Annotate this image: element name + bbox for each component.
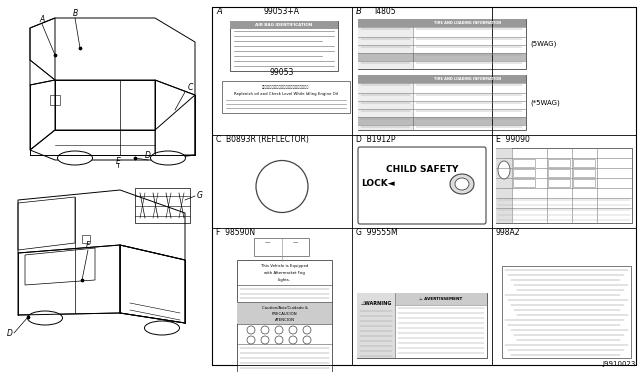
Ellipse shape [145,321,179,335]
Circle shape [303,326,311,334]
Bar [254,238,309,256]
Text: (5WAG): (5WAG) [530,41,556,47]
Bar [237,260,332,372]
Bar [230,21,338,71]
Bar [230,21,338,29]
Bar [222,81,350,113]
Text: Replenish oil and Check Level While Idling Engine Oil: Replenish oil and Check Level While Idli… [234,92,338,96]
Text: Caution/Avis/Cuidado &: Caution/Avis/Cuidado & [262,306,307,310]
Bar [358,27,413,69]
Circle shape [261,326,269,334]
Bar [358,19,526,27]
Bar [358,117,526,125]
Bar [513,159,535,167]
Bar [496,148,632,223]
Text: TIRE AND LOADING INFORMATION: TIRE AND LOADING INFORMATION [434,21,500,25]
Text: A: A [40,16,45,25]
Bar [358,19,526,69]
Text: F  98590N: F 98590N [216,228,255,237]
Text: I4805: I4805 [374,7,396,16]
Text: CHILD SAFETY: CHILD SAFETY [386,164,458,173]
Text: AIR BAG IDENTIFICATION: AIR BAG IDENTIFICATION [255,23,313,27]
FancyBboxPatch shape [358,147,486,224]
Bar [358,75,526,83]
Bar [548,169,570,177]
Ellipse shape [498,161,510,179]
Text: エンジンオイル補充及びオイルレベルゲージを確認のこと。: エンジンオイル補充及びオイルレベルゲージを確認のこと。 [262,85,310,89]
Text: G  99555M: G 99555M [356,228,397,237]
Text: ATENCION: ATENCION [275,318,294,322]
Text: D: D [145,151,151,160]
Circle shape [275,326,283,334]
Circle shape [289,326,297,334]
Bar [496,148,512,223]
Text: This Vehicle is Equipped: This Vehicle is Equipped [261,264,308,268]
Circle shape [275,336,283,344]
Text: TIRE AND LOADING INFORMATION: TIRE AND LOADING INFORMATION [434,77,500,81]
Text: C  B0893R (REFLECTOR): C B0893R (REFLECTOR) [216,135,309,144]
Text: (*5WAG): (*5WAG) [530,99,560,106]
Bar [573,159,595,167]
Bar [548,159,570,167]
Text: —: — [265,241,271,246]
Text: 99053+A: 99053+A [264,7,300,16]
Circle shape [247,336,255,344]
Text: PRECAUCION: PRECAUCION [272,312,298,316]
Bar [395,293,487,305]
Text: G: G [197,192,203,201]
Circle shape [261,336,269,344]
Text: ⚠ AVERTISSEMENT: ⚠ AVERTISSEMENT [419,297,463,301]
Bar [573,179,595,187]
Bar [237,302,332,324]
Text: Lights.: Lights. [278,278,291,282]
Bar [358,83,413,130]
Bar [358,75,526,130]
Ellipse shape [58,151,93,165]
Text: with Aftermarket Fog: with Aftermarket Fog [264,271,305,275]
Bar [573,169,595,177]
Bar [502,266,631,358]
Bar [357,293,395,358]
Ellipse shape [455,178,469,190]
Text: D  B1912P: D B1912P [356,135,396,144]
Text: ⚠WARNING: ⚠WARNING [360,301,392,305]
Text: 998A2: 998A2 [496,228,520,237]
Bar [513,179,535,187]
Text: F: F [86,241,90,250]
Text: A: A [216,7,221,16]
Text: B: B [356,7,362,16]
Ellipse shape [256,160,308,212]
Text: E  99090: E 99090 [496,135,530,144]
Circle shape [289,336,297,344]
Text: D: D [7,328,13,337]
Text: —: — [292,241,298,246]
Ellipse shape [150,151,186,165]
Bar [357,293,487,358]
Bar [358,53,526,61]
Bar [513,169,535,177]
Text: B: B [72,10,77,19]
Bar [212,7,636,365]
Text: J9910023: J9910023 [603,361,636,367]
Text: E: E [116,157,120,167]
Text: C: C [188,83,193,93]
Text: LOCK◄: LOCK◄ [361,180,395,189]
Circle shape [247,326,255,334]
Bar [548,179,570,187]
Circle shape [303,336,311,344]
Text: 99053: 99053 [270,68,294,77]
Ellipse shape [450,174,474,194]
Ellipse shape [28,311,63,325]
